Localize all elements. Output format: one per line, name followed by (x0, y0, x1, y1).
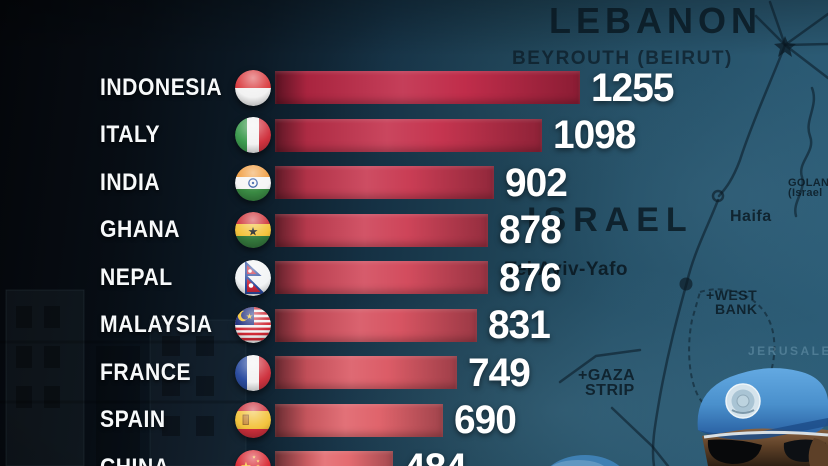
bar-value-label: 690 (454, 398, 517, 443)
bar-group: 1255 (275, 68, 676, 108)
bar-value-label: 749 (468, 350, 531, 395)
bar (275, 356, 457, 390)
svg-text:★: ★ (246, 312, 253, 321)
france-flag-icon (235, 354, 271, 391)
country-label: SPAIN (100, 406, 166, 434)
un-peacekeeper-photo (697, 368, 828, 466)
bar-group: 484 (275, 448, 468, 466)
svg-text:★: ★ (252, 454, 256, 460)
bar (275, 71, 580, 105)
map-label-israel: ISRAEL (527, 201, 694, 239)
bar-group: 749 (275, 353, 532, 393)
bar (275, 213, 488, 247)
sunglasses-frame (703, 430, 828, 439)
country-label: CHINA (100, 454, 170, 466)
map-label-west-bank-line2: BANK (715, 301, 758, 317)
country-label: NEPAL (100, 263, 173, 291)
bar-value-label: 1098 (553, 113, 636, 158)
ghana-flag-icon: ★ (235, 212, 271, 249)
bar-group: 876 (275, 258, 563, 298)
bar-row: MALAYSIA ★ 831 (0, 302, 828, 350)
map-label-jerusalem: JERUSALEM (748, 344, 828, 358)
svg-text:★: ★ (256, 458, 260, 464)
bar-value-label: 1255 (591, 65, 674, 110)
bar-row: FRANCE 749 (0, 349, 828, 397)
un-beret (697, 368, 828, 434)
bar (275, 118, 542, 152)
nepal-flag-icon (235, 259, 271, 296)
italy-flag-icon (235, 117, 271, 154)
map-label-gaza-line1: +GAZA (578, 367, 636, 384)
bar (275, 261, 488, 295)
map-label-golan-line2: (Israel (788, 187, 823, 199)
bar-row: SPAIN 690 (0, 396, 828, 444)
bar-group: 878 (275, 210, 563, 250)
bar-row: INDONESIA 1255 (0, 64, 828, 112)
bar-value-label: 484 (404, 448, 467, 466)
china-flag-icon: ★★★★★ (235, 449, 271, 466)
map-label-beyrouth: BEYROUTH (BEIRUT) (512, 48, 733, 69)
country-label: GHANA (100, 216, 181, 244)
map-label-west-bank-line1: +WEST (706, 287, 758, 303)
bar (275, 403, 443, 437)
map-label-gaza-line2: STRIP (585, 382, 635, 399)
bar-value-label: 902 (505, 160, 568, 205)
un-beret-badge-icon (725, 383, 761, 419)
india-flag-icon (235, 164, 271, 201)
bar-row: CHINA ★★★★★ 484 (0, 444, 828, 466)
malaysia-flag-icon: ★ (235, 307, 271, 344)
bar (275, 308, 477, 342)
haifa-town-marker (711, 189, 725, 203)
bar-row: ITALY 1098 (0, 112, 828, 160)
bar-group: 902 (275, 163, 569, 203)
bar (275, 166, 494, 200)
bar-value-label: 876 (499, 255, 562, 300)
bar (275, 451, 393, 466)
country-label: FRANCE (100, 358, 192, 386)
country-label: ITALY (100, 121, 161, 149)
bar-row: NEPAL 876 (0, 254, 828, 302)
country-label: INDONESIA (100, 73, 223, 101)
ruined-buildings-silhouette (0, 289, 250, 466)
map-junction-star-icon (774, 36, 796, 57)
bar-value-label: 878 (499, 208, 562, 253)
indonesia-flag-icon (235, 69, 271, 106)
blue-helmet-top (550, 455, 620, 466)
bar-group: 831 (275, 305, 552, 345)
map-label-gaza-strip: +GAZA STRIP (578, 367, 636, 399)
svg-text:★: ★ (240, 460, 252, 466)
sunglasses-left-lens (707, 439, 762, 464)
bar-group: 1098 (275, 115, 638, 155)
map-label-lebanon: LEBANON (549, 0, 762, 41)
svg-text:★: ★ (248, 225, 259, 239)
bar-row: INDIA 902 (0, 159, 828, 207)
map-label-tel-aviv: Tel Aviv-Yafo (505, 259, 628, 280)
country-label: MALAYSIA (100, 311, 213, 339)
bar-row: GHANA ★ 878 (0, 207, 828, 255)
telaviv-town-marker (679, 277, 693, 291)
bar-group: 690 (275, 400, 518, 440)
soldier-ear (808, 438, 828, 466)
map-label-west-bank: +WEST BANK (706, 288, 757, 316)
map-label-golan: GOLAN (Israel (788, 177, 828, 199)
map-label-haifa: Haifa (730, 208, 772, 225)
spain-flag-icon (235, 402, 271, 439)
bar-value-label: 831 (488, 303, 551, 348)
map-label-golan-line1: GOLAN (788, 177, 828, 189)
country-label: INDIA (100, 168, 161, 196)
